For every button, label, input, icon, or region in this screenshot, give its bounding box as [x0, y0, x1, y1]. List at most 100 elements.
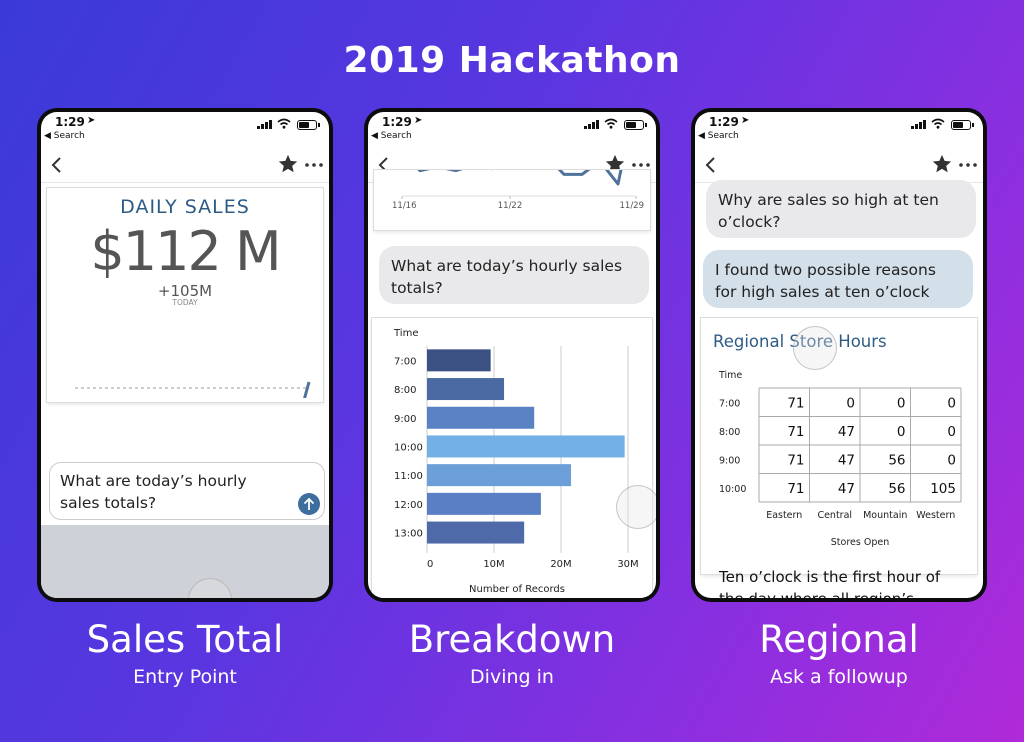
store-hours-table: Time 7:00 71 0 0 0 8:00 71 47 0 0 9:00 71 47 56 0 10:00 7…: [718, 370, 962, 548]
slide-title: 2019 Hackathon: [343, 40, 681, 81]
scrolled-line-chart-card: 11/16 11/22 11/29: [374, 170, 650, 230]
status-bar: 1:29 ➤ ◀ Search: [41, 112, 329, 148]
x-tick-label: 11/29: [620, 201, 645, 211]
line-chart-partial: 11/16 11/22 11/29: [392, 170, 645, 211]
delta-value: +105M: [157, 282, 213, 300]
back-to-search-label: Search: [380, 131, 412, 141]
back-to-search[interactable]: ◀ Search: [698, 131, 739, 141]
location-icon: ➤: [741, 115, 750, 126]
battery-icon: [297, 120, 320, 130]
panel-subtitle-diving-in: Diving in: [470, 666, 554, 688]
status-time: 1:29: [382, 115, 412, 129]
send-button[interactable]: [298, 493, 320, 515]
table-cell: 47: [838, 424, 855, 440]
more-icon[interactable]: [303, 154, 325, 176]
star-icon[interactable]: [931, 153, 953, 175]
battery-icon: [624, 120, 647, 130]
bar-700: [427, 349, 491, 372]
status-bar: 1:29 ➤ ◀ Search: [695, 112, 983, 148]
chevron-left-icon[interactable]: [701, 154, 723, 176]
table-cell: 71: [787, 424, 804, 440]
arrow-up-icon: [303, 497, 315, 510]
y-tick-label: 7:00: [394, 356, 416, 367]
table-cell: 0: [947, 452, 956, 468]
nav-bar: [695, 148, 983, 183]
footer-explanation: Ten o’clock is the first hour of the day…: [719, 568, 941, 598]
x-tick-label: 10M: [483, 559, 504, 570]
question-text: What are today’s hourly sales totals?: [60, 472, 247, 512]
bar-800: [427, 378, 505, 401]
x-tick-label: 20M: [550, 559, 571, 570]
phone-screen: 1:29 ➤ ◀ Search 11/16 11/22 11/29 What are…: [368, 112, 656, 598]
signal-icon: [257, 120, 273, 129]
table-row-label: 7:00: [719, 398, 740, 409]
phone-screen: 1:29 ➤ ◀ Search DAILY SALES $112 M +105M…: [41, 112, 329, 598]
x-tick-label: 30M: [617, 559, 638, 570]
y-tick-label: 12:00: [394, 500, 423, 511]
star-icon[interactable]: [604, 153, 626, 175]
table-cell: 47: [838, 452, 855, 468]
chevron-left-icon[interactable]: [374, 154, 396, 176]
y-tick-label: 8:00: [394, 385, 416, 396]
phone-breakdown: 1:29 ➤ ◀ Search 11/16 11/22 11/29 What are…: [364, 108, 660, 602]
touch-indicator: [793, 326, 837, 370]
back-to-search-label: Search: [53, 131, 85, 141]
panel-title-breakdown: Breakdown: [408, 618, 616, 661]
y-tick-label: 13:00: [394, 529, 423, 540]
question-input[interactable]: What are today’s hourly sales totals?: [49, 462, 325, 520]
back-to-search[interactable]: ◀ Search: [371, 131, 412, 141]
card-title: DAILY SALES: [120, 196, 250, 218]
table-cell: 105: [930, 481, 956, 497]
panel-subtitle-ask-followup: Ask a followup: [770, 666, 908, 688]
keyboard-area: [41, 525, 329, 598]
status-time: 1:29: [709, 115, 739, 129]
big-value: $112 M: [90, 220, 281, 283]
star-icon[interactable]: [277, 153, 299, 175]
question-text: Why are sales so high at ten o’clock?: [718, 191, 939, 231]
bar-1000: [427, 435, 625, 458]
table-col-label: Western: [916, 510, 955, 521]
regional-store-hours-card[interactable]: Regional Store Hours Time 7:00 71 0 0 0 8:00 71…: [701, 318, 977, 574]
phone-screen: 1:29 ➤ ◀ Search Why are sales so high at…: [695, 112, 983, 598]
more-icon[interactable]: [957, 154, 979, 176]
delta-caption: TODAY: [172, 298, 198, 307]
x-tick-label: 11/16: [392, 201, 417, 211]
table-col-label: Central: [817, 510, 852, 521]
bar-900: [427, 406, 535, 429]
back-to-search[interactable]: ◀ Search: [44, 131, 85, 141]
table-col-label: Mountain: [863, 510, 907, 521]
table-cell: 56: [888, 481, 905, 497]
y-axis-title: Time: [393, 328, 418, 339]
phone-regional: 1:29 ➤ ◀ Search Why are sales so high at…: [691, 108, 987, 602]
daily-sales-card[interactable]: DAILY SALES $112 M +105M TODAY 11/1611/2…: [47, 188, 323, 402]
location-icon: ➤: [414, 115, 423, 126]
table-cell: 0: [897, 395, 906, 411]
panel-title-sales-total: Sales Total: [86, 618, 284, 661]
table-cell: 71: [787, 481, 804, 497]
bar-chart: Time 0 10M 20M 30M 7:00 8:00 9:00 10:00 11:00 12:0…: [393, 328, 639, 595]
battery-icon: [951, 120, 974, 130]
table-cell: 0: [947, 395, 956, 411]
y-tick-label: 10:00: [394, 442, 423, 453]
hourly-bar-chart-card[interactable]: Time 0 10M 20M 30M 7:00 8:00 9:00 10:00 11:00 12:0…: [372, 318, 652, 598]
x-tick-label: 0: [427, 559, 433, 570]
table-cell: 47: [838, 481, 855, 497]
signal-icon: [584, 120, 600, 129]
location-icon: ➤: [87, 115, 96, 126]
table-cell: 0: [897, 424, 906, 440]
nav-bar: [41, 148, 329, 183]
x-axis-title: Number of Records: [469, 584, 565, 595]
table-cell: 71: [787, 452, 804, 468]
bar-1200: [427, 492, 541, 515]
status-bar: 1:29 ➤ ◀ Search: [368, 112, 656, 148]
more-icon[interactable]: [630, 154, 652, 176]
y-tick-label: 11:00: [394, 471, 423, 482]
phone-sales-total: 1:29 ➤ ◀ Search DAILY SALES $112 M +105M…: [37, 108, 333, 602]
chevron-left-icon[interactable]: [47, 154, 69, 176]
panel-title-regional: Regional: [759, 618, 919, 661]
assistant-answer-bubble: I found two possible reasons for high sa…: [703, 250, 973, 308]
panel-subtitle-entry-point: Entry Point: [133, 666, 237, 688]
x-tick-label: 11/22: [498, 201, 523, 211]
